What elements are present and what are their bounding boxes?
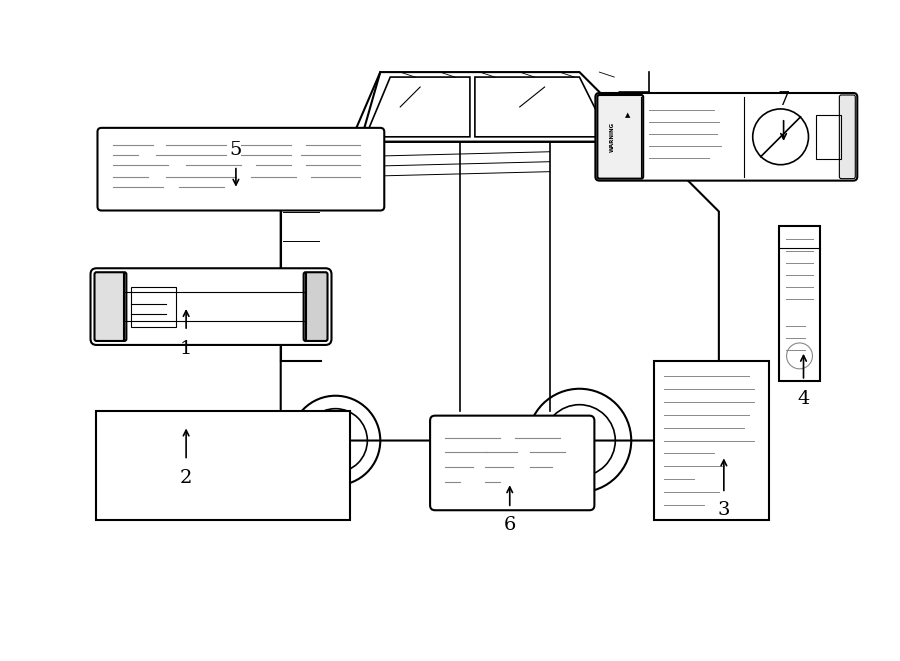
FancyBboxPatch shape <box>840 95 855 178</box>
FancyBboxPatch shape <box>430 416 594 510</box>
Text: ▲: ▲ <box>625 112 630 118</box>
FancyBboxPatch shape <box>778 227 821 381</box>
FancyBboxPatch shape <box>91 268 331 345</box>
Text: 6: 6 <box>504 516 516 534</box>
Text: 5: 5 <box>230 141 242 159</box>
FancyBboxPatch shape <box>596 93 858 180</box>
Text: 1: 1 <box>180 340 193 358</box>
FancyBboxPatch shape <box>303 272 328 341</box>
Text: 4: 4 <box>797 390 810 408</box>
Text: 7: 7 <box>778 91 790 109</box>
Text: WARNING: WARNING <box>610 122 615 152</box>
FancyBboxPatch shape <box>654 361 769 520</box>
FancyBboxPatch shape <box>598 95 644 178</box>
FancyBboxPatch shape <box>94 272 126 341</box>
FancyBboxPatch shape <box>97 128 384 210</box>
FancyBboxPatch shape <box>96 410 350 520</box>
Text: 3: 3 <box>717 501 730 520</box>
Text: 2: 2 <box>180 469 193 487</box>
